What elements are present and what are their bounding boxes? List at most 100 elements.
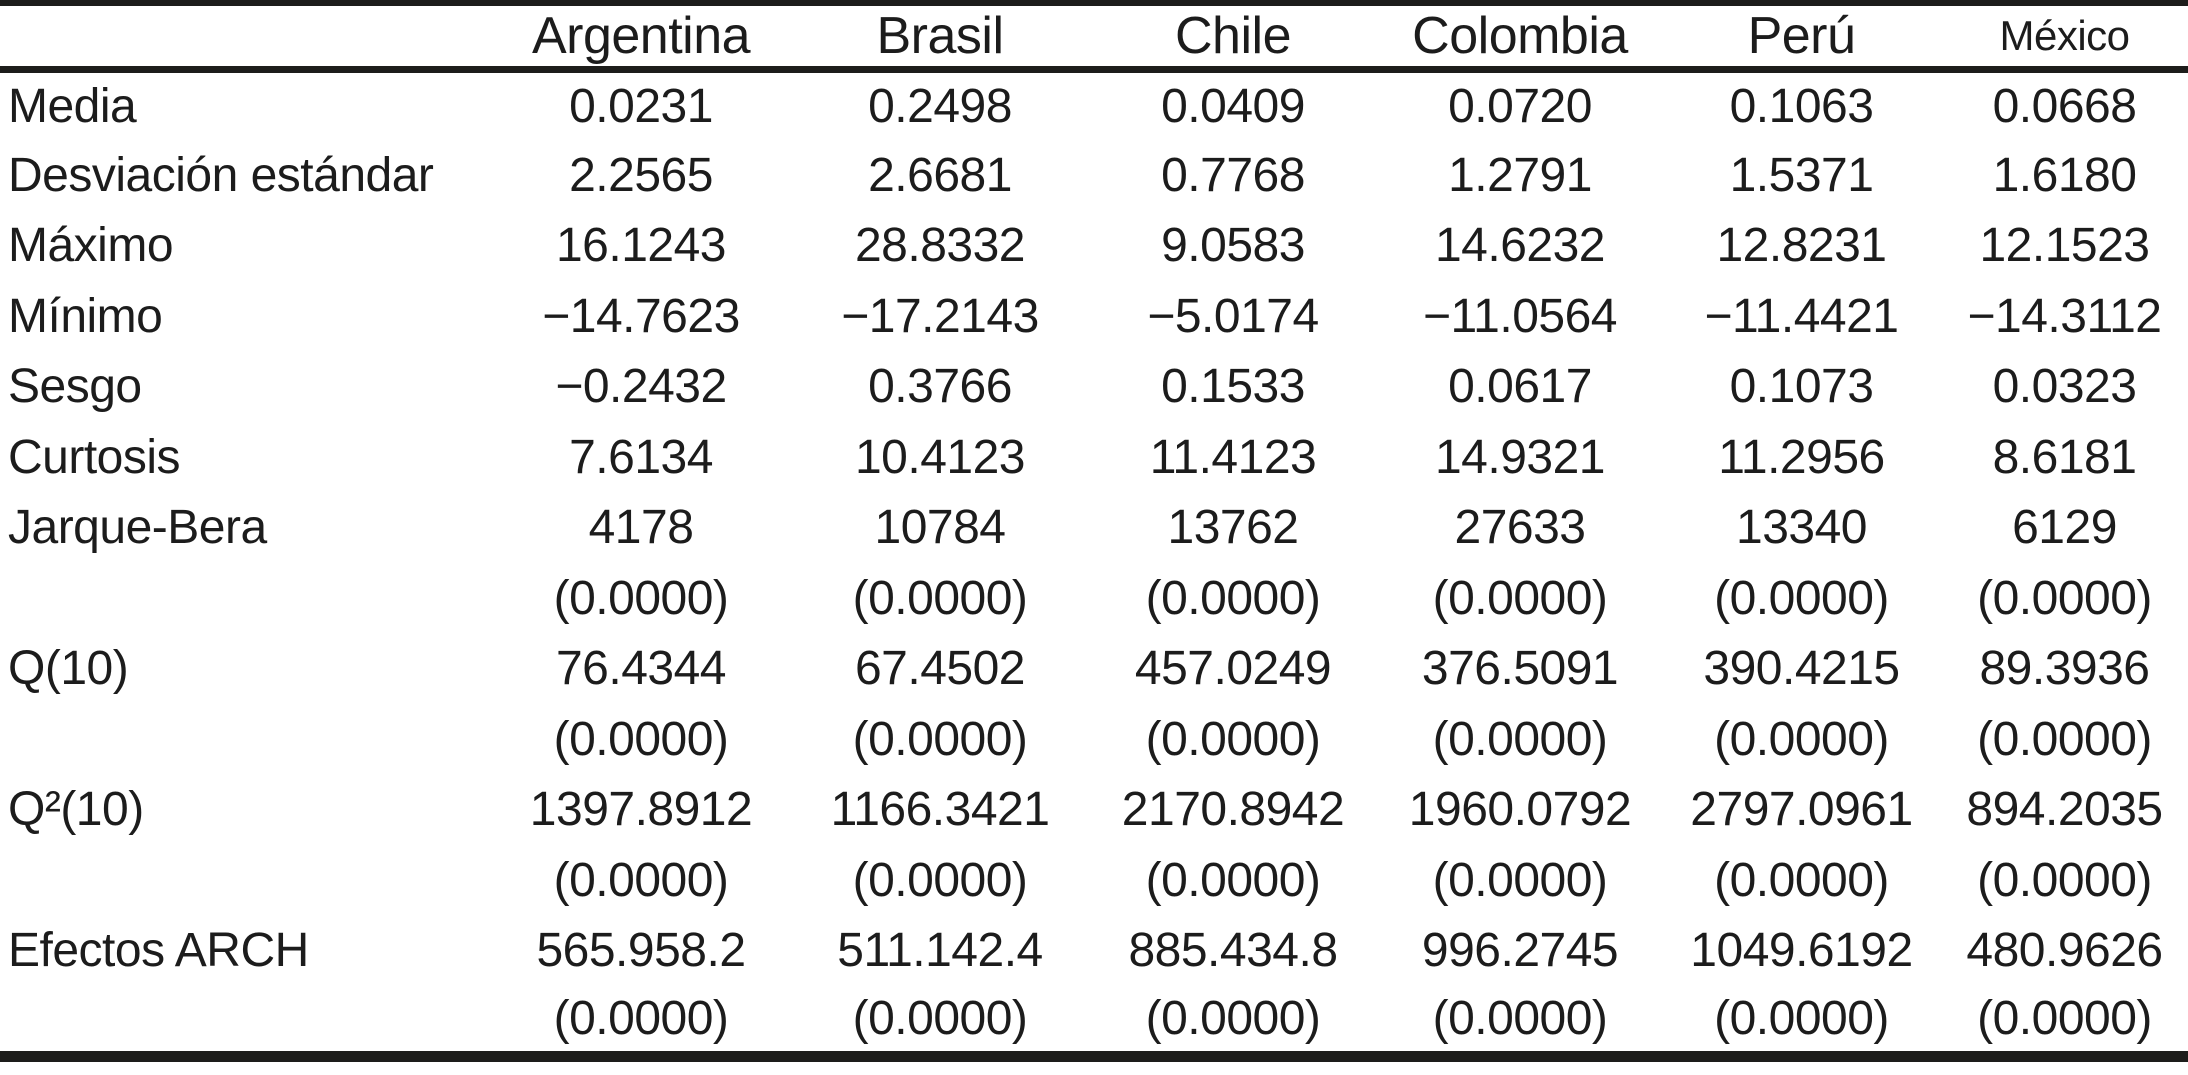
cell-value: 12.1523: [1979, 219, 2150, 273]
table-row: (0.0000) (0.0000) (0.0000) (0.0000) (0.0000)…: [0, 986, 2188, 1057]
table-row: Curtosis 7.6134 10.4123 11.4123 14.9321 11.29…: [0, 422, 2188, 493]
cell-value: −11.4421: [1704, 289, 1899, 343]
table-row: Máximo 16.1243 28.8332 9.0583 14.6232 12.8231…: [0, 211, 2188, 282]
cell-value: (0.0000): [1145, 853, 1321, 907]
row-label: Q(10): [8, 642, 129, 696]
cell-value: (0.0000): [1714, 571, 1889, 625]
cell-value: 11.4123: [1149, 430, 1317, 484]
cell-value: 0.1073: [1729, 360, 1874, 414]
cell-value: 14.6232: [1434, 219, 1606, 273]
cell-value: 1960.0792: [1408, 783, 1632, 837]
cell-value: (0.0000): [1714, 712, 1889, 766]
cell-value: 16.1243: [555, 219, 727, 273]
cell-value: (0.0000): [1432, 571, 1608, 625]
table-row: Media 0.0231 0.2498 0.0409 0.0720 0.1063 0.066…: [0, 70, 2188, 141]
cell-value: (0.0000): [852, 853, 1028, 907]
cell-value: 4178: [588, 501, 694, 555]
column-header-brasil: Brasil: [876, 7, 1004, 65]
row-label: Desviación estándar: [8, 148, 434, 202]
cell-value: 8.6181: [1992, 430, 2137, 484]
cell-value: (0.0000): [1432, 992, 1608, 1045]
cell-value: −11.0564: [1423, 289, 1617, 343]
cell-value: 0.1063: [1729, 80, 1874, 133]
column-header-colombia: Colombia: [1412, 7, 1628, 65]
cell-value: 27633: [1454, 501, 1586, 555]
row-label: Jarque-Bera: [8, 501, 267, 555]
cell-value: −14.3112: [1967, 289, 2162, 343]
cell-value: (0.0000): [1145, 571, 1321, 625]
row-label: [0, 986, 490, 1057]
cell-value: (0.0000): [553, 853, 729, 907]
cell-value: 0.3766: [868, 360, 1012, 414]
cell-value: 7.6134: [569, 430, 713, 484]
cell-value: 0.0668: [1992, 80, 2137, 133]
cell-value: 6129: [2012, 501, 2117, 555]
cell-value: −14.7623: [542, 289, 740, 343]
cell-value: 10.4123: [854, 430, 1026, 484]
cell-value: (0.0000): [1714, 853, 1889, 907]
cell-value: 376.5091: [1421, 642, 1619, 696]
cell-value: 480.9626: [1966, 924, 2163, 978]
cell-value: (0.0000): [1977, 571, 2152, 625]
corner-cell: [0, 3, 490, 70]
cell-value: 0.0231: [569, 80, 713, 133]
table-row: (0.0000) (0.0000) (0.0000) (0.0000) (0.0000)…: [0, 704, 2188, 775]
cell-value: (0.0000): [1977, 992, 2152, 1045]
cell-value: (0.0000): [1432, 712, 1608, 766]
cell-value: (0.0000): [1432, 853, 1608, 907]
cell-value: (0.0000): [1145, 712, 1321, 766]
cell-value: 67.4502: [854, 642, 1026, 696]
cell-value: (0.0000): [553, 992, 729, 1045]
cell-value: 0.2498: [868, 80, 1012, 133]
cell-value: 0.0617: [1448, 360, 1592, 414]
cell-value: 13762: [1167, 501, 1299, 555]
cell-value: 0.0323: [1992, 360, 2137, 414]
column-header-argentina: Argentina: [531, 7, 751, 65]
cell-value: 390.4215: [1703, 642, 1900, 696]
table-row: Sesgo −0.2432 0.3766 0.1533 0.0617 0.1073 0.03…: [0, 352, 2188, 423]
cell-value: (0.0000): [852, 712, 1028, 766]
table-row: Jarque-Bera 4178 10784 13762 27633 13340 6129: [0, 493, 2188, 564]
cell-value: (0.0000): [1714, 992, 1889, 1045]
column-header-chile: Chile: [1175, 7, 1292, 65]
row-label: Media: [8, 80, 137, 133]
table-row: (0.0000) (0.0000) (0.0000) (0.0000) (0.0000)…: [0, 845, 2188, 916]
cell-value: 11.2956: [1718, 430, 1885, 484]
row-label: Efectos ARCH: [8, 924, 309, 978]
cell-value: 565.958.2: [536, 924, 746, 978]
cell-value: 885.434.8: [1128, 924, 1338, 978]
column-header-mexico: México: [1999, 12, 2130, 59]
cell-value: (0.0000): [1977, 853, 2152, 907]
table-row: Q(10) 76.4344 67.4502 457.0249 376.5091 390.4…: [0, 634, 2188, 705]
cell-value: 0.7768: [1161, 148, 1305, 202]
cell-value: (0.0000): [852, 571, 1028, 625]
table-row: Efectos ARCH 565.958.2 511.142.4 885.434.8 9…: [0, 916, 2188, 987]
cell-value: 511.142.4: [837, 924, 1043, 978]
cell-value: 76.4344: [555, 642, 727, 696]
header-row: Argentina Brasil Chile Colombia Perú Méx…: [0, 3, 2188, 70]
cell-value: 2.6681: [868, 148, 1012, 202]
cell-value: 996.2745: [1421, 924, 1619, 978]
row-label: Sesgo: [8, 360, 142, 414]
row-label: Curtosis: [8, 430, 181, 484]
cell-value: 0.0409: [1161, 80, 1305, 133]
cell-value: 13340: [1736, 501, 1867, 555]
cell-value: 12.8231: [1716, 219, 1887, 273]
row-label: Máximo: [8, 219, 174, 273]
cell-value: −0.2432: [555, 360, 727, 414]
cell-value: 1.2791: [1448, 148, 1592, 202]
cell-value: 2170.8942: [1121, 783, 1345, 837]
row-label: [0, 845, 490, 916]
cell-value: 1.5371: [1729, 148, 1874, 202]
table-header: Argentina Brasil Chile Colombia Perú Méx…: [0, 3, 2188, 70]
row-label: [0, 563, 490, 634]
cell-value: 0.1533: [1161, 360, 1305, 414]
cell-value: (0.0000): [1145, 992, 1321, 1045]
column-header-peru: Perú: [1747, 7, 1856, 65]
table-row: Q²(10) 1397.8912 1166.3421 2170.8942 1960.07…: [0, 775, 2188, 846]
cell-value: (0.0000): [553, 712, 729, 766]
cell-value: 2.2565: [569, 148, 713, 202]
cell-value: 894.2035: [1966, 783, 2163, 837]
